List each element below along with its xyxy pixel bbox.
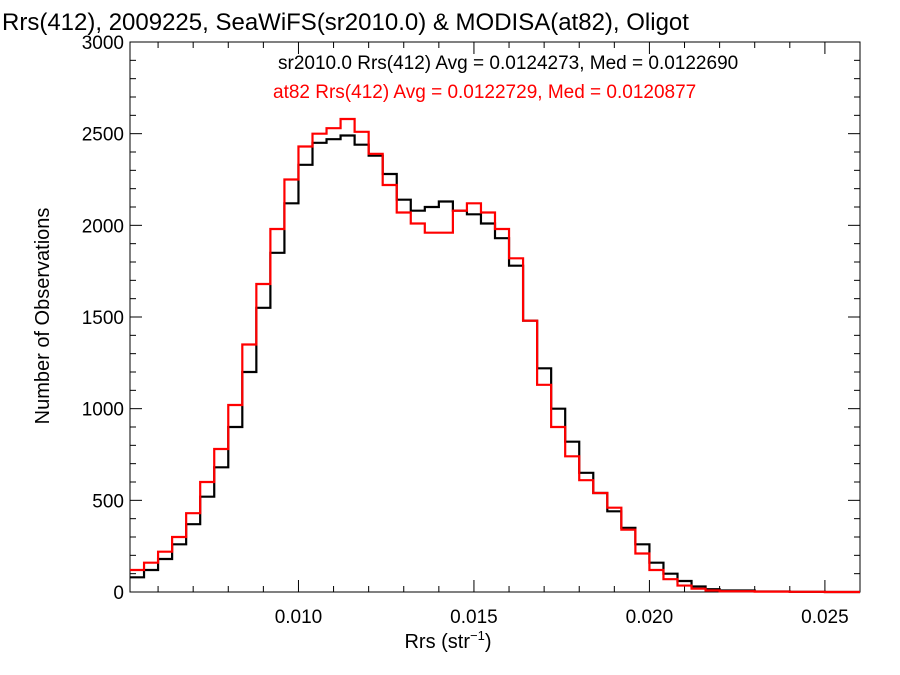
x-axis-ticks: 0.010 0.015 0.020 0.025 [157, 42, 861, 628]
x-tick-label: 0.020 [626, 607, 674, 628]
series-layer [130, 117, 860, 594]
legend-entry-at82: at82 Rrs(412) Avg = 0.0122729, Med = 0.0… [273, 82, 696, 103]
x-tick-label: 0.015 [450, 607, 498, 628]
plot-frame [129, 41, 861, 593]
y-tick-label: 2000 [82, 216, 124, 237]
y-tick-label: 500 [92, 491, 124, 512]
x-axis-label-exponent: −1 [470, 628, 485, 643]
x-axis-label: Rrs (str−1) [404, 628, 491, 653]
x-axis-label-text: Rrs (str [404, 631, 470, 653]
chart-title: Rrs(412), 2009225, SeaWiFS(sr2010.0) & M… [2, 9, 689, 36]
series-line-at82 [130, 117, 860, 594]
plot-border [129, 41, 861, 593]
y-tick-label: 2500 [82, 125, 124, 146]
y-axis-label: Number of Observations [32, 208, 54, 425]
y-tick-label: 1500 [82, 308, 124, 329]
y-tick-label: 0 [113, 583, 124, 604]
legend-entry-sr2010: sr2010.0 Rrs(412) Avg = 0.0124273, Med =… [278, 53, 738, 74]
series-line-sr2010.0 [130, 134, 860, 594]
x-tick-label: 0.010 [275, 607, 323, 628]
y-tick-label: 3000 [82, 33, 124, 54]
x-tick-label: 0.025 [801, 607, 849, 628]
y-tick-label: 1000 [82, 400, 124, 421]
y-axis-ticks: 0 500 1000 1500 2000 2500 3000 [82, 33, 860, 604]
x-axis-label-close: ) [485, 631, 492, 653]
